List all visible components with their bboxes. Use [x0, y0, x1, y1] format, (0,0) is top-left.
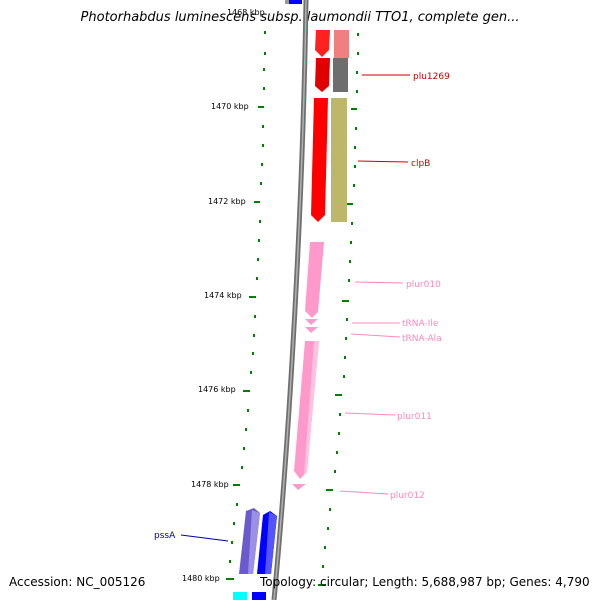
genome-stats-text: Topology: circular; Length: 5,688,987 bp…: [260, 575, 590, 589]
scale-label-1472: 1472 kbp: [208, 197, 246, 206]
scale-label-1474: 1474 kbp: [204, 291, 242, 300]
gene-blue-bottom[interactable]: [252, 592, 266, 600]
gene-trna-ile[interactable]: [305, 319, 318, 325]
gene-plur010[interactable]: [305, 242, 324, 318]
label-plur011[interactable]: plur011: [397, 412, 432, 422]
cog-salmon: [334, 30, 349, 58]
scale-label-1470: 1470 kbp: [211, 102, 249, 111]
scale-label-1480: 1480 kbp: [182, 574, 220, 583]
cog-olive: [331, 98, 347, 222]
label-plur012[interactable]: plur012: [390, 491, 425, 501]
accession-text: Accession: NC_005126: [9, 575, 146, 589]
label-trna-ala[interactable]: tRNA-Ala: [402, 334, 442, 344]
label-plur010[interactable]: plur010: [406, 280, 441, 290]
gene-plur012[interactable]: [292, 484, 306, 490]
scale-ticks: [226, 31, 266, 580]
genome-backbone: [271, 0, 309, 600]
cog-gray: [333, 58, 348, 92]
scale-label-1468: 1468 kbp: [227, 8, 265, 17]
gene-plu1269-lower[interactable]: [315, 58, 330, 92]
label-plu1269[interactable]: plu1269: [413, 72, 450, 82]
scale-ticks-right: [318, 33, 359, 586]
gene-clpB[interactable]: [311, 98, 328, 222]
label-connectors: [180, 74, 410, 542]
gene-cyan-feature[interactable]: [233, 592, 247, 600]
gene-feature[interactable]: [289, 0, 302, 4]
scale-label-1478: 1478 kbp: [191, 480, 229, 489]
scale-label-1476: 1476 kbp: [198, 385, 236, 394]
label-pssA[interactable]: pssA: [154, 531, 176, 541]
label-clpB[interactable]: clpB: [411, 159, 430, 169]
gene-plu1269[interactable]: [315, 30, 330, 57]
map-title: Photorhabdus luminescens subsp. laumondi…: [80, 10, 520, 25]
label-trna-ile[interactable]: tRNA-Ile: [402, 319, 439, 329]
gene-trna-ala[interactable]: [305, 327, 318, 333]
